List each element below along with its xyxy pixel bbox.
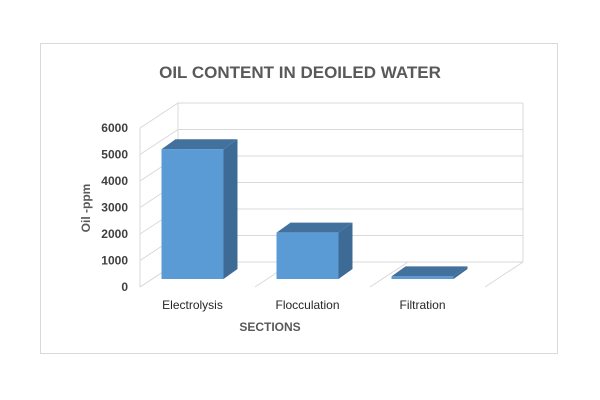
chart-title: OIL CONTENT IN DEOILED WATER: [159, 63, 441, 82]
y-tick-label: 1000: [101, 254, 128, 268]
y-axis-title: Oil -ppm: [79, 184, 93, 233]
bar-side-face: [453, 266, 468, 279]
bar-front-face: [161, 149, 224, 279]
gridline: [139, 102, 523, 129]
bar: [161, 139, 238, 279]
y-tick-label: 6000: [101, 121, 128, 135]
floor-divider: [369, 261, 409, 288]
x-category-label: Filtration: [399, 298, 445, 312]
x-axis-categories: Electrolysis Flocculation Filtration: [162, 298, 445, 312]
chart-frame: [40, 43, 558, 354]
floor-divider: [484, 261, 524, 288]
bar: [276, 222, 353, 279]
y-tick-label: 4000: [101, 174, 128, 188]
y-tick-label: 5000: [101, 148, 128, 162]
bar-side-face: [223, 139, 238, 279]
y-axis-ticks: 0 1000 2000 3000 4000 5000 6000: [101, 121, 128, 294]
bars: [161, 139, 468, 279]
bar-top-face: [276, 222, 353, 233]
bar-front-face: [276, 232, 339, 279]
bar: [391, 266, 468, 279]
y-tick-label: 2000: [101, 227, 128, 241]
gridlines: [139, 102, 524, 288]
bar-top-face: [391, 266, 468, 277]
y-tick-label: 0: [121, 280, 128, 294]
x-axis-title: SECTIONS: [239, 320, 300, 334]
x-category-label: Flocculation: [275, 298, 339, 312]
bar-front-face: [391, 276, 454, 279]
bar-top-face: [161, 139, 238, 150]
x-category-label: Electrolysis: [162, 298, 223, 312]
y-tick-label: 3000: [101, 201, 128, 215]
bar-side-face: [338, 222, 353, 279]
